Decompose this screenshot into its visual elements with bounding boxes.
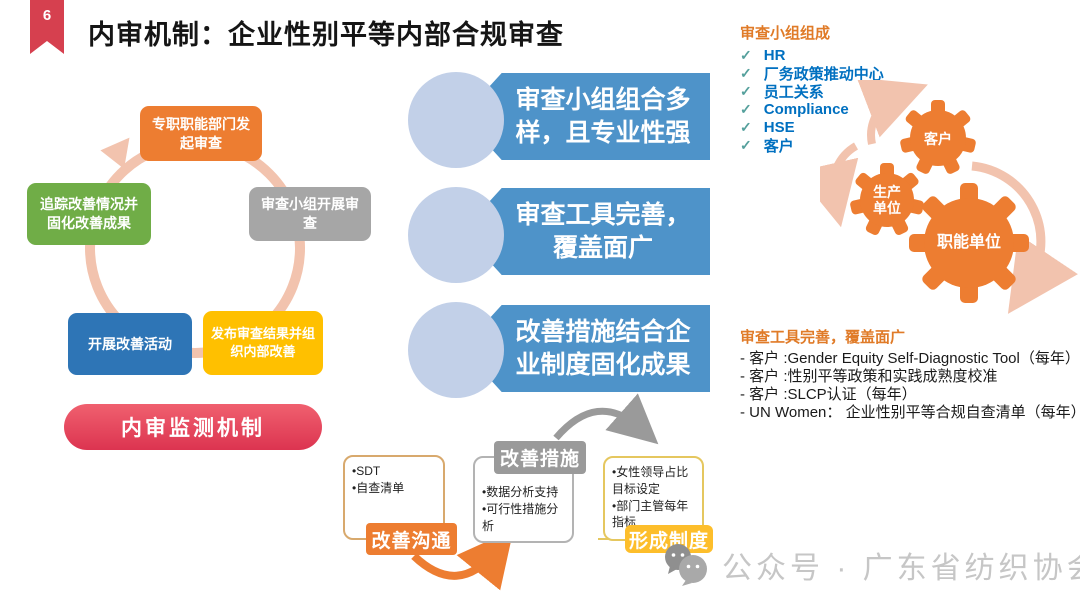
list-item: ✓ 客户 (740, 136, 970, 155)
cycle-step-label: 审查小组开展审查 (261, 196, 359, 231)
gear-functional-icon (909, 183, 1029, 303)
team-item-label: 客户 (763, 137, 794, 155)
team-item-label: Compliance (763, 100, 849, 118)
cycle-step-track: 追踪改善情况并固化改善成果 (27, 183, 151, 245)
cycle-step-initiate: 专职职能部门发起审查 (140, 106, 262, 161)
list-item: ✓ HR (740, 46, 970, 64)
team-title: 审查小组组成 (740, 25, 831, 42)
gear-customer-icon (900, 100, 976, 174)
check-icon: ✓ (740, 100, 752, 117)
check-icon: ✓ (740, 136, 752, 153)
list-item: ✓ HSE (740, 118, 970, 136)
list-item: - 客户 :性别平等政策和实践成熟度校准 (740, 368, 998, 385)
cycle-step-label: 追踪改善情况并固化改善成果 (40, 196, 138, 231)
list-item: ✓ 厂务政策推动中心 (740, 64, 970, 83)
team-item-label: 员工关系 (763, 83, 824, 101)
check-icon: ✓ (740, 118, 752, 135)
banner-team-diverse: 审查小组组合多样，且专业性强 (462, 73, 710, 160)
flow-bullet: •自查清单 (352, 480, 405, 495)
check-icon: ✓ (740, 46, 752, 63)
flow-bullet: •可行性措施分析 (482, 501, 559, 533)
cycle-arrowhead-icon (100, 137, 130, 169)
flow-label-measures: 改善措施 (494, 441, 586, 474)
list-item: ✓ Compliance (740, 100, 970, 118)
gear-label-production: 生产单位 (873, 183, 901, 216)
gear-production-icon (850, 163, 924, 235)
cycle-step-publish: 发布审查结果并组织内部改善 (203, 311, 323, 375)
flow-label-institution: 形成制度 (625, 525, 713, 553)
wechat-icon (665, 544, 707, 586)
list-item: - UN Women： 企业性别平等合规自查清单（每年） (740, 404, 1080, 421)
list-item: ✓ 员工关系 (740, 82, 970, 101)
banner-label: 审查小组组合多样，且专业性强 (515, 85, 691, 147)
banner-circle-icon (408, 72, 504, 168)
arc-arrow-icon (820, 142, 859, 228)
check-icon: ✓ (740, 64, 752, 81)
orange-curve-arrow-icon (411, 529, 514, 591)
gear-label-customer: 客户 (924, 130, 952, 147)
cycle-step-label: 专职职能部门发起审查 (152, 115, 250, 151)
flow-bullet: •数据分析支持 (482, 485, 559, 499)
banner-circle-icon (408, 187, 504, 283)
team-item-label: 厂务政策推动中心 (763, 65, 884, 83)
gear-label-functional: 职能单位 (936, 233, 1002, 251)
watermark: 公众号 · 广东省纺织协会 (662, 543, 1080, 587)
team-composition-list: 审查小组组成 ✓ HR ✓ 厂务政策推动中心 ✓ 员工关系 ✓ Complian… (740, 22, 970, 155)
gears-graphic (820, 80, 1078, 314)
audit-tools-list: 审查工具完善，覆盖面广 - 客户 :Gender Equity Self-Dia… (740, 326, 1080, 422)
arc-arrow-icon (971, 161, 1078, 314)
arc-arrow-icon (856, 80, 928, 145)
cycle-step-improve: 开展改善活动 (68, 313, 192, 375)
cycle-step-label: 发布审查结果并组织内部改善 (211, 326, 316, 359)
cycle-step-label: 开展改善活动 (88, 335, 172, 352)
banner-label: 审查工具完善，覆盖面广 (515, 200, 691, 262)
flow-bullet: •SDT (352, 464, 381, 478)
team-item-label: HR (763, 46, 786, 64)
list-item: - 客户 :SLCP认证（每年） (740, 386, 917, 403)
page-number: 6 (42, 7, 52, 24)
cycle-caption: 内审监测机制 (64, 404, 322, 450)
gray-curve-arrow-icon (553, 393, 659, 445)
check-icon: ✓ (740, 82, 752, 99)
banner-circle-icon (408, 302, 504, 398)
page-title: 内审机制：企业性别平等内部合规审查 (88, 20, 564, 50)
list-item: - 客户 :Gender Equity Self-Diagnostic Tool… (740, 350, 1080, 367)
flow-label-communication: 改善沟通 (366, 523, 457, 555)
watermark-text: 公众号 · 广东省纺织协会 (722, 552, 1080, 585)
flow-bullet: •女性领导占比目标设定 (612, 465, 689, 496)
banner-label: 改善措施结合企业制度固化成果 (515, 317, 691, 379)
tools-title: 审查工具完善，覆盖面广 (740, 329, 906, 346)
team-item-label: HSE (763, 118, 795, 136)
cycle-step-conduct: 审查小组开展审查 (249, 187, 371, 241)
